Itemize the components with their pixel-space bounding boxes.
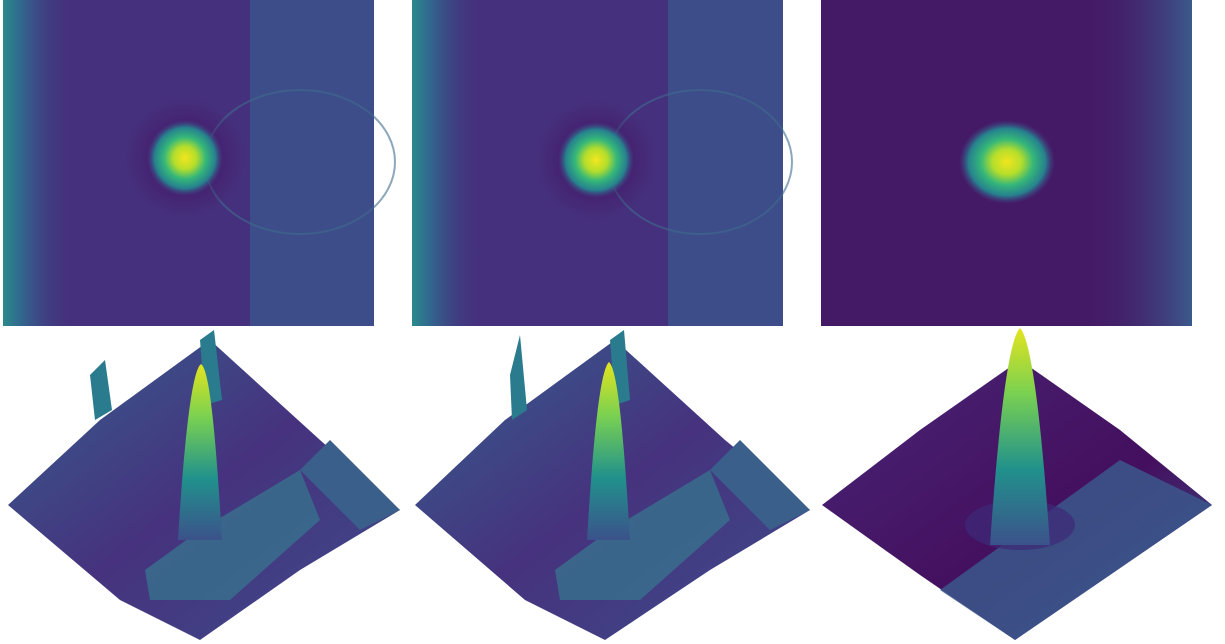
heatmap: [412, 0, 793, 326]
surface-plot: [8, 330, 400, 640]
surface-plot: [415, 330, 810, 640]
surface-plot: [822, 328, 1212, 640]
heatmap: [3, 0, 396, 326]
heatmap: [821, 0, 1192, 326]
